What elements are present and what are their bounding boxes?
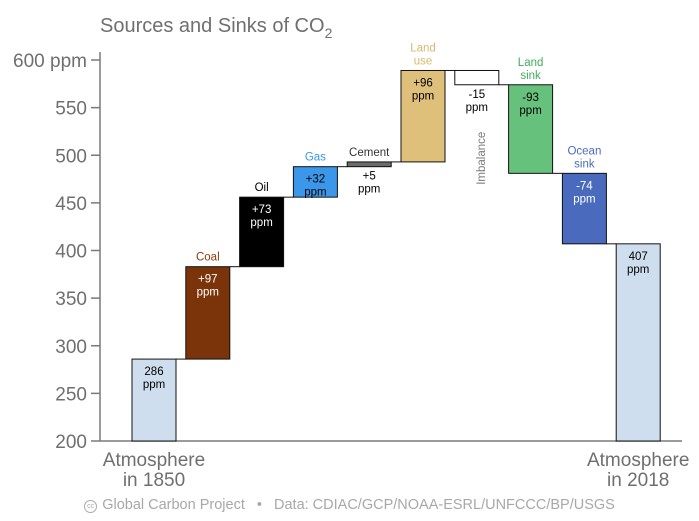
bar-category-label: Land use — [410, 42, 436, 67]
bar — [400, 69, 446, 163]
x-axis-label: Atmosphere in 1850 — [103, 450, 205, 491]
bar — [131, 358, 177, 442]
bar — [508, 84, 554, 174]
bar — [292, 166, 338, 198]
bars: 286 ppm +97 ppm Coal +73 ppm Oil +32 ppm Gas +5 ppm C… — [131, 42, 661, 442]
y-tick-label: 250 — [55, 384, 87, 405]
y-tick-label: 450 — [55, 194, 87, 215]
y-tick-label: 400 — [55, 242, 87, 263]
bar-value-label: 286 ppm — [143, 366, 165, 391]
bar-connectors — [176, 69, 617, 360]
bar — [185, 266, 231, 360]
y-tick-label: 200 — [55, 432, 87, 453]
footer: cc Global Carbon Project • Data: CDIAC/G… — [0, 497, 699, 513]
bar-value-label: -15 ppm — [466, 89, 488, 114]
bar-value-label: +5 ppm — [358, 171, 380, 196]
bar — [239, 196, 285, 268]
footer-data: Data: CDIAC/GCP/NOAA-ESRL/UNFCCC/BP/USGS — [274, 497, 615, 513]
x-axis-label: Atmosphere in 2018 — [587, 450, 689, 491]
bar — [454, 69, 500, 86]
bar-category-label: Oil — [255, 182, 269, 194]
bar-category-label: Coal — [196, 252, 220, 264]
footer-source: Global Carbon Project — [102, 497, 245, 513]
y-tick-label: 300 — [55, 337, 87, 358]
bar-value-label: 407 ppm — [627, 251, 649, 276]
chart-title: Sources and Sinks of CO2 — [100, 15, 333, 41]
bar-category-label: Cement — [349, 147, 390, 159]
bar-value-label: +32 ppm — [304, 174, 326, 199]
bar-category-label: Imbalance — [476, 132, 488, 185]
bar — [346, 161, 392, 168]
y-tick-label: 600 ppm — [13, 51, 87, 72]
y-ticks: 600 ppm 550 500 450 400 350 300 250 200 — [13, 51, 100, 453]
chart-title-subscript: 2 — [325, 25, 333, 41]
chart-title-main: Sources and Sinks of CO — [100, 15, 325, 37]
footer-separator: • — [256, 497, 262, 513]
bar-value-label: +97 ppm — [197, 274, 219, 299]
x-axis-labels: Atmosphere in 1850 Atmosphere in 2018 — [103, 450, 690, 491]
bar-value-label: +96 ppm — [412, 77, 434, 102]
cc-icon: cc — [84, 500, 98, 513]
bar-value-label: -74 ppm — [573, 180, 595, 205]
bar — [561, 172, 607, 245]
y-tick-label: 550 — [55, 99, 87, 120]
bar — [615, 243, 661, 442]
y-tick-label: 500 — [55, 146, 87, 167]
y-tick-label: 350 — [55, 289, 87, 310]
bar-value-label: +73 ppm — [250, 204, 272, 229]
bar-value-label: -93 ppm — [519, 92, 541, 117]
bar-category-label: Land sink — [518, 57, 544, 82]
bar-category-label: Gas — [305, 152, 326, 164]
bar-category-label: Ocean sink — [567, 145, 601, 170]
